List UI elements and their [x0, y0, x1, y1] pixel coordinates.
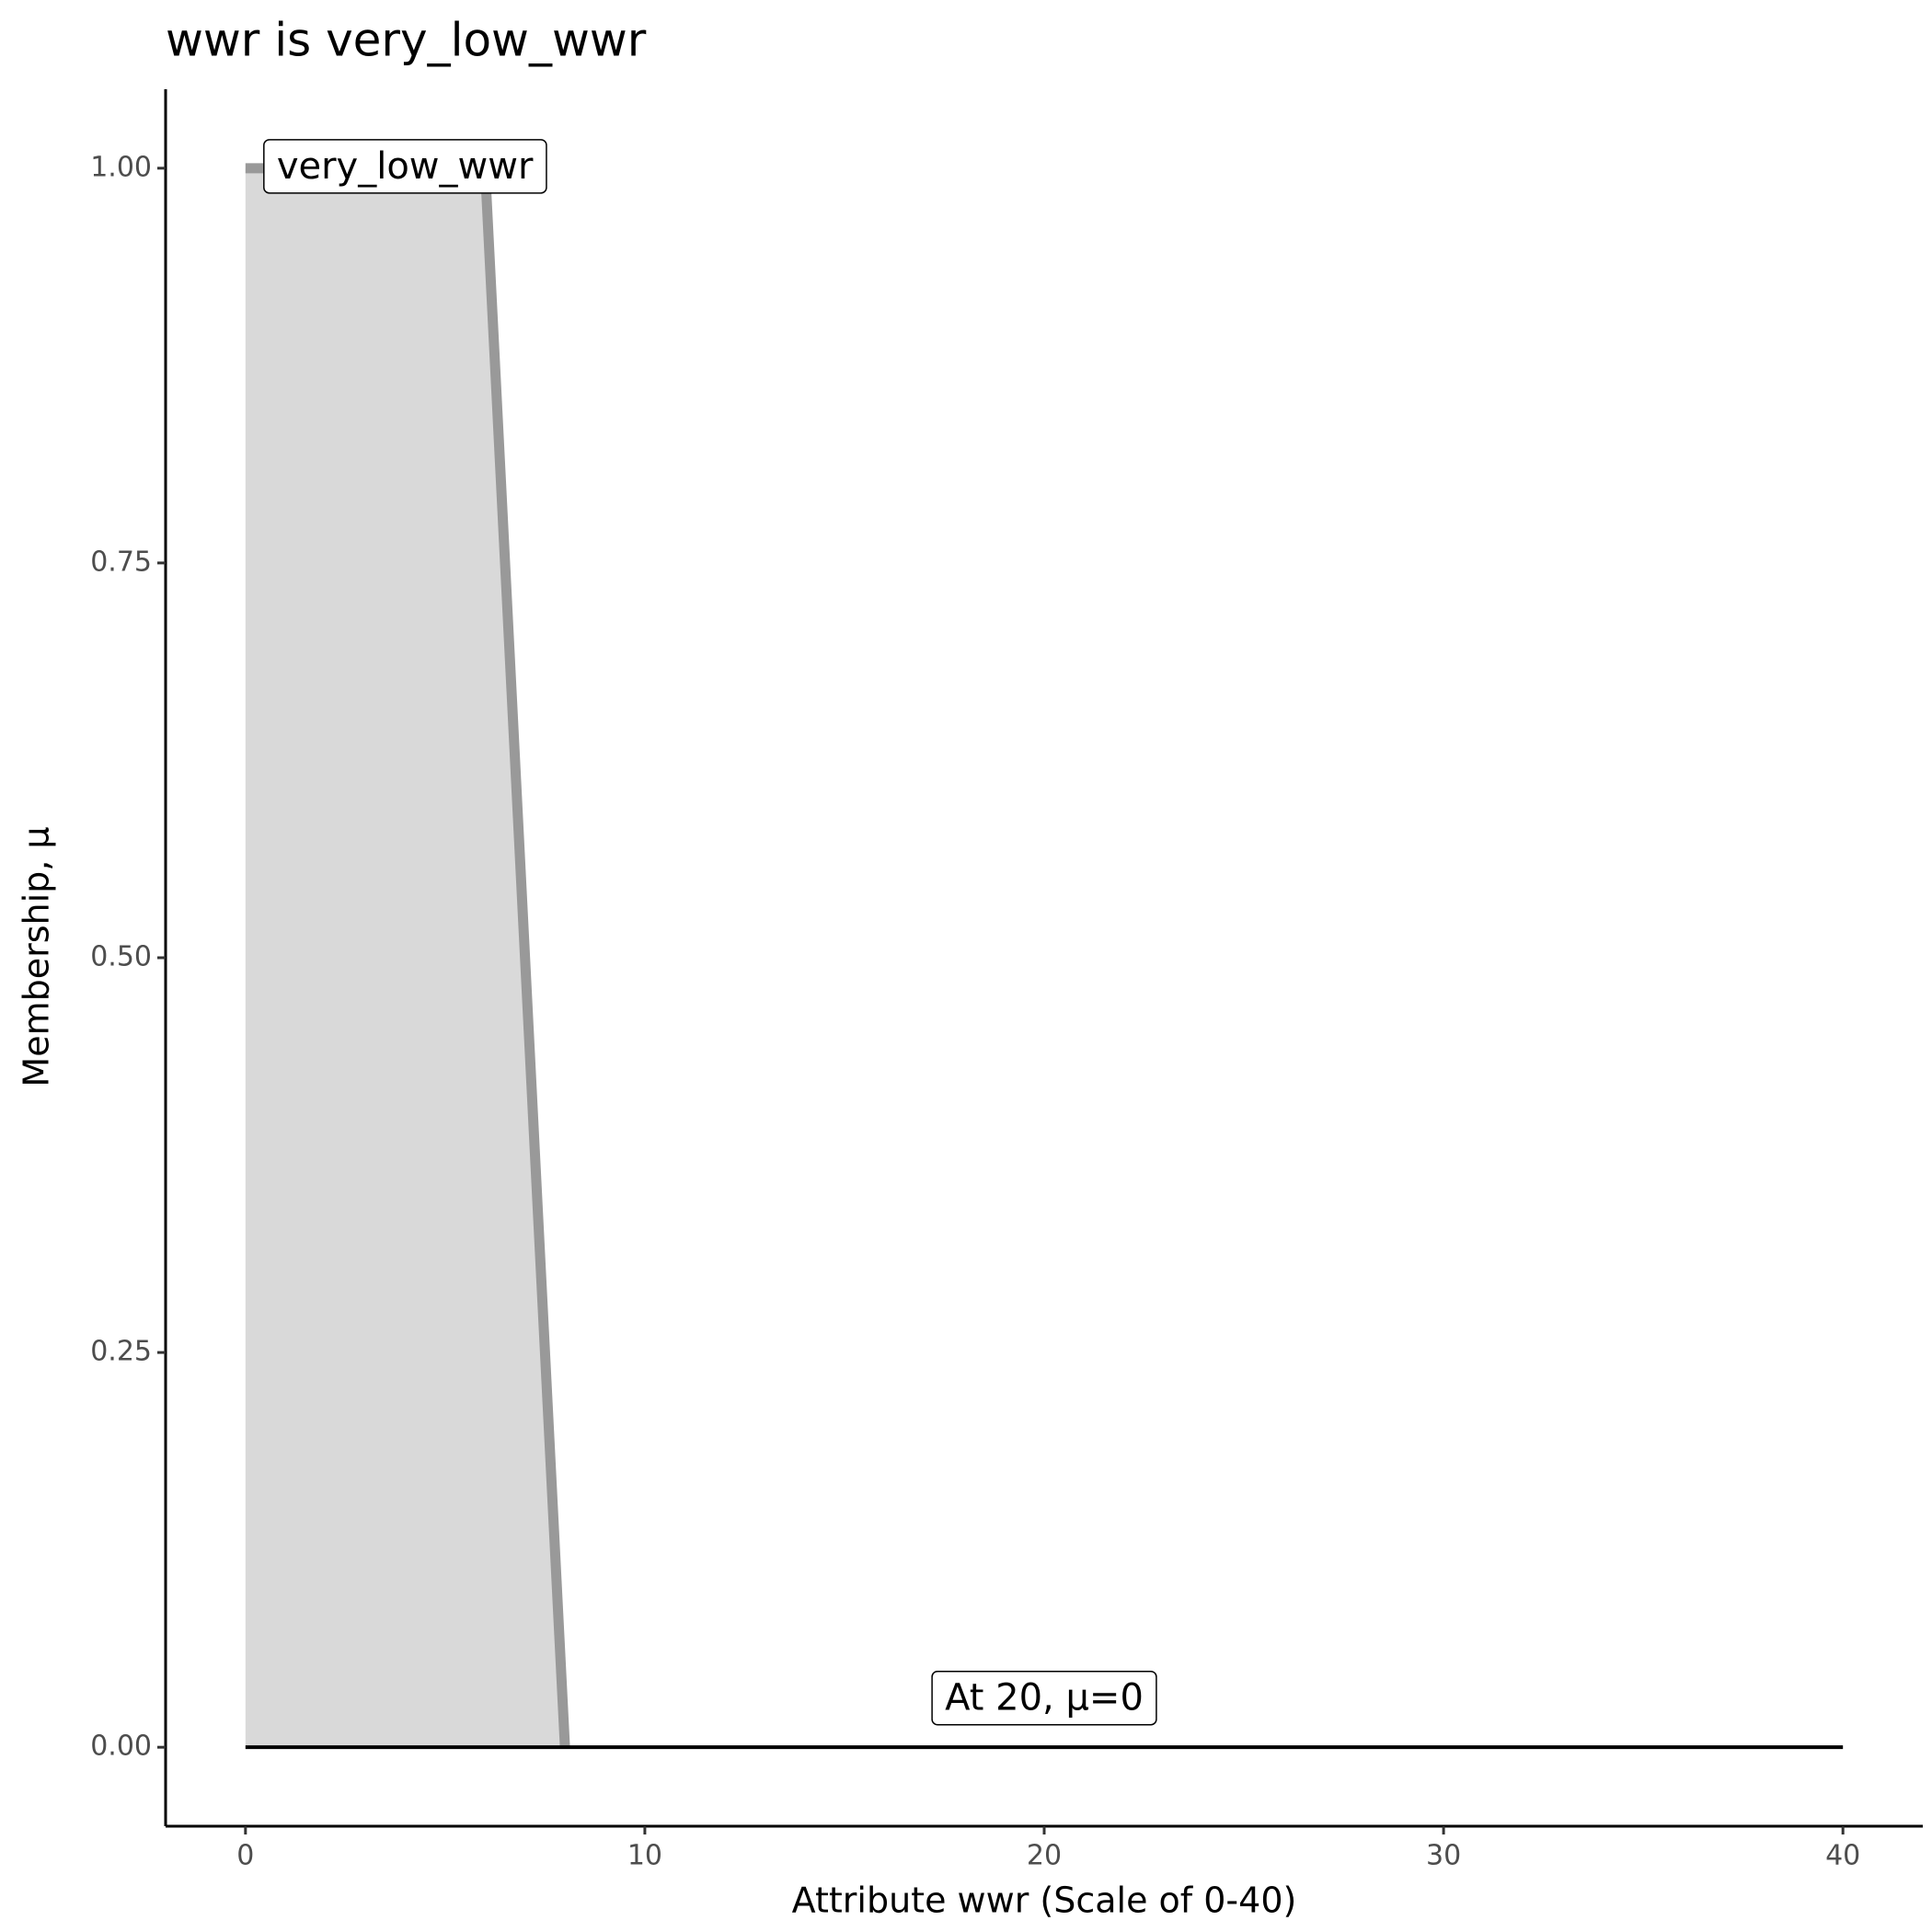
y-tick-label: 0.25 [90, 1336, 152, 1368]
annotation-box [931, 1670, 1157, 1726]
x-tick-label: 20 [1027, 1840, 1062, 1872]
annotation: At 20, μ=0 [945, 1677, 1144, 1719]
y-axis-title: Membership, μ [17, 826, 57, 1087]
area-fill [245, 167, 566, 1748]
x-tick-label: 40 [1825, 1840, 1860, 1872]
y-tick-label: 0.50 [90, 941, 152, 973]
annotation-box [263, 139, 547, 194]
x-tick-label: 0 [236, 1840, 254, 1872]
annotation: very_low_wwr [277, 145, 534, 188]
x-axis-title: Attribute wwr (Scale of 0-40) [792, 1880, 1297, 1921]
x-tick-label: 30 [1426, 1840, 1461, 1872]
x-tick-label: 10 [627, 1840, 662, 1872]
y-tick-label: 0.75 [90, 546, 152, 578]
y-tick-label: 1.00 [90, 151, 152, 183]
chart-title: wwr is very_low_wwr [166, 14, 647, 67]
y-tick-label: 0.00 [90, 1731, 152, 1763]
